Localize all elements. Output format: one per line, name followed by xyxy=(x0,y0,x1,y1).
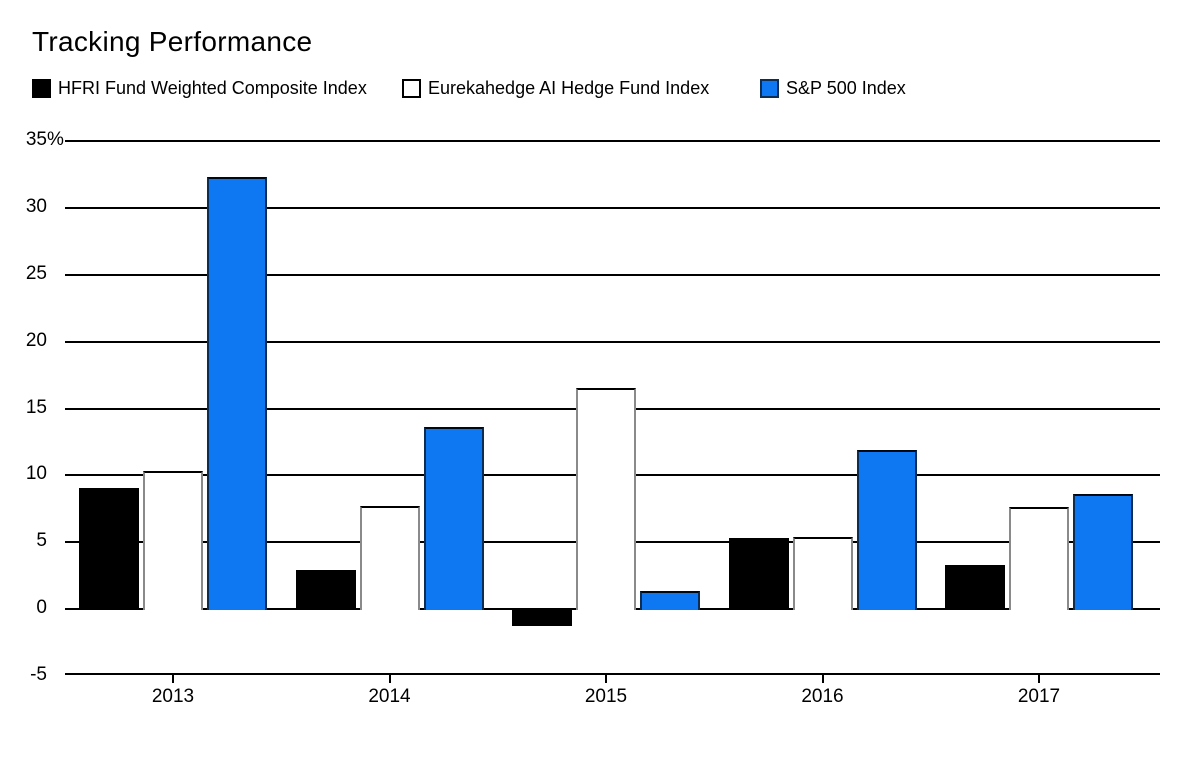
legend-swatch-sp500-icon xyxy=(760,78,779,98)
x-tick-label-2013: 2013 xyxy=(151,686,195,707)
x-axis-tick-2016 xyxy=(821,675,824,683)
bar-hfri-2017 xyxy=(945,564,1005,611)
x-axis-line xyxy=(65,673,1160,675)
legend-item-sp500: S&P 500 Index xyxy=(760,77,906,99)
x-tick-label-2017: 2017 xyxy=(1017,686,1061,707)
bar-sp500-2017 xyxy=(1073,493,1133,611)
bar-hfri-2016 xyxy=(728,537,789,611)
gridline-30 xyxy=(65,206,1160,209)
y-tick-label-15: 15 xyxy=(25,396,47,418)
bar-sp500-2013 xyxy=(207,176,267,611)
x-tick-label-2015: 2015 xyxy=(584,686,628,707)
gridline-20 xyxy=(65,340,1160,343)
bar-sp500-2015 xyxy=(640,591,700,611)
legend-label-eurekahedge-ai: Eurekahedge AI Hedge Fund Index xyxy=(428,77,710,98)
bar-sp500-2016 xyxy=(856,449,917,611)
bar-eurekahedge-ai-2015 xyxy=(576,388,636,611)
y-tick-label-10: 10 xyxy=(25,463,47,485)
y-tick-label-20: 20 xyxy=(25,329,47,351)
y-tick-label-30: 30 xyxy=(25,195,47,217)
bar-eurekahedge-ai-2016 xyxy=(792,536,853,611)
y-tick-label-35: 35% xyxy=(25,129,64,150)
x-axis-tick-2017 xyxy=(1038,675,1040,683)
y-tick-label-25: 25 xyxy=(25,262,47,284)
bar-hfri-2013 xyxy=(79,488,139,611)
x-tick-label-2016: 2016 xyxy=(801,686,844,707)
legend-item-hfri: HFRI Fund Weighted Composite Index xyxy=(32,77,367,99)
bar-hfri-2015 xyxy=(512,608,572,627)
x-axis-tick-2015 xyxy=(605,675,607,683)
chart-title: Tracking Performance xyxy=(32,26,313,57)
x-tick-label-2014: 2014 xyxy=(368,686,411,707)
bar-eurekahedge-ai-2013 xyxy=(143,471,203,611)
plot-area: 35% 30 25 20 15 10 5 0 -5 2013 2014 2015 2016 2017 xyxy=(0,129,1200,740)
gridline-25 xyxy=(65,273,1160,276)
y-tick-label-5: 5 xyxy=(36,530,47,552)
bar-sp500-2014 xyxy=(423,426,484,611)
legend-label-sp500: S&P 500 Index xyxy=(786,77,906,98)
bar-eurekahedge-ai-2014 xyxy=(359,505,420,611)
legend-swatch-hfri-icon xyxy=(32,78,51,98)
legend-item-eurekahedge-ai: Eurekahedge AI Hedge Fund Index xyxy=(402,77,709,99)
percent-suffix: % xyxy=(47,129,64,150)
y-tick-label-0: 0 xyxy=(36,597,47,619)
gridline-35 xyxy=(65,140,1160,142)
bar-eurekahedge-ai-2017 xyxy=(1009,507,1069,611)
legend-label-hfri: HFRI Fund Weighted Composite Index xyxy=(58,77,367,98)
y-tick-label--5: -5 xyxy=(30,664,47,685)
legend-swatch-eurekahedge-ai-icon xyxy=(402,78,421,98)
bar-hfri-2014 xyxy=(295,570,356,611)
x-axis-tick-2014 xyxy=(388,675,391,683)
x-axis-tick-2013 xyxy=(172,675,174,683)
